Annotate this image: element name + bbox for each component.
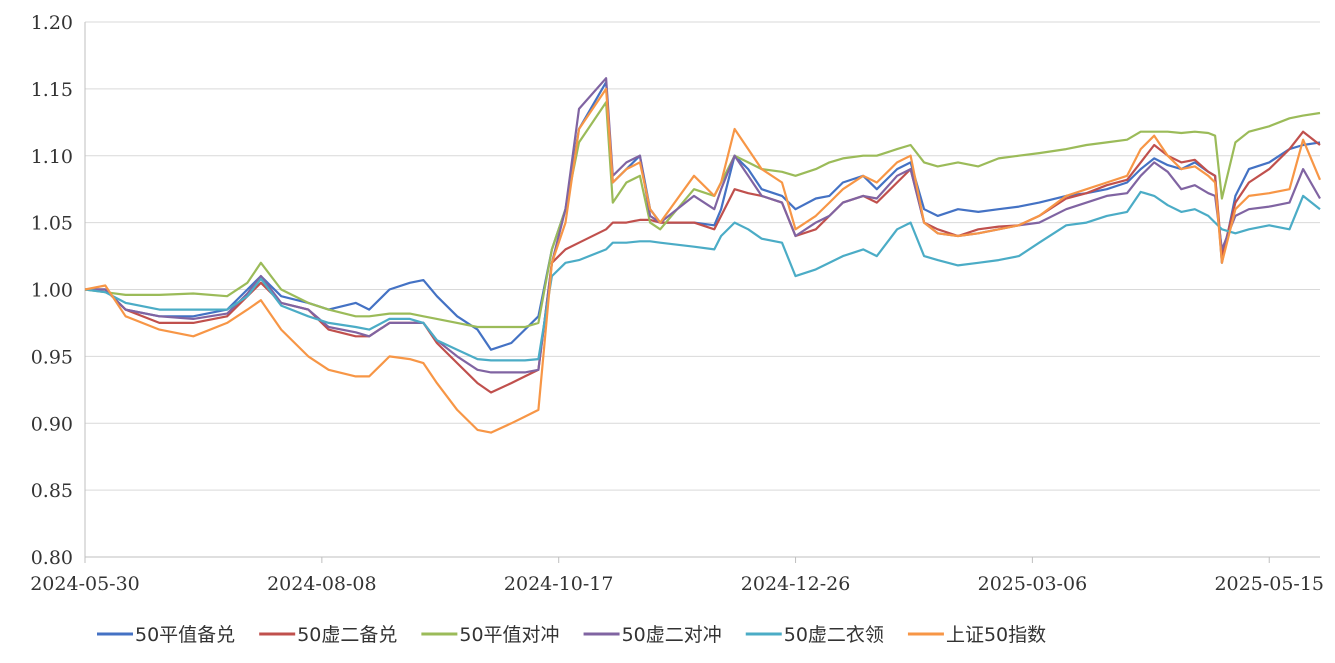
- legend-label: 50虚二对冲: [622, 624, 722, 646]
- series-line-2: [85, 130, 1321, 394]
- y-tick-label: 1.15: [31, 79, 73, 101]
- series-line-6: [84, 87, 1322, 434]
- legend-item-2: 50虚二备兑: [259, 624, 397, 646]
- y-tick-label: 0.80: [31, 547, 73, 569]
- y-tick-label: 0.90: [31, 413, 73, 435]
- legend-item-1: 50平值备兑: [97, 624, 235, 646]
- y-tick-label: 1.10: [31, 146, 73, 168]
- y-tick-label: 0.95: [31, 346, 73, 368]
- y-tick-label: 1.05: [31, 213, 73, 235]
- legend-item-3: 50平值对冲: [421, 624, 560, 646]
- legend-item-4: 50虚二对冲: [583, 624, 722, 646]
- series-line-3: [84, 101, 1321, 329]
- series-lines: [84, 77, 1322, 434]
- y-tick-label: 1.20: [31, 12, 73, 34]
- legend-label: 50虚二备兑: [297, 624, 397, 646]
- x-tick-label: 2024-10-17: [504, 573, 614, 595]
- legend-item-5: 50虚二衣领: [745, 624, 884, 646]
- legend-label: 50平值备兑: [135, 624, 235, 646]
- legend-item-6: 上证50指数: [907, 624, 1046, 646]
- y-tick-label: 0.85: [31, 480, 73, 502]
- x-tick-label: 2024-05-30: [30, 573, 140, 595]
- legend-label: 上证50指数: [946, 624, 1046, 646]
- x-tick-label: 2025-03-06: [978, 573, 1088, 595]
- y-tick-labels: 0.80 0.85 0.90 0.95 1.00 1.05 1.10 1.15 1.20: [31, 12, 73, 569]
- gridlines: [85, 21, 1320, 491]
- y-tick-label: 1.00: [31, 280, 73, 302]
- x-tick-labels: 2024-05-30 2024-08-08 2024-10-17 2024-12-26…: [30, 573, 1324, 595]
- series-line-5: [84, 190, 1321, 362]
- x-tick-label: 2024-08-08: [267, 573, 377, 595]
- series-line-4: [85, 77, 1321, 374]
- series-line-1: [85, 81, 1321, 351]
- x-tick-label: 2025-05-15: [1214, 573, 1324, 595]
- legend: 50平值备兑 50虚二备兑 50平值对冲 50虚二对冲 50虚二衣领 上证50指数: [97, 624, 1046, 646]
- legend-label: 50平值对冲: [459, 624, 559, 646]
- x-tick-label: 2024-12-26: [741, 573, 851, 595]
- legend-label: 50虚二衣领: [784, 624, 884, 646]
